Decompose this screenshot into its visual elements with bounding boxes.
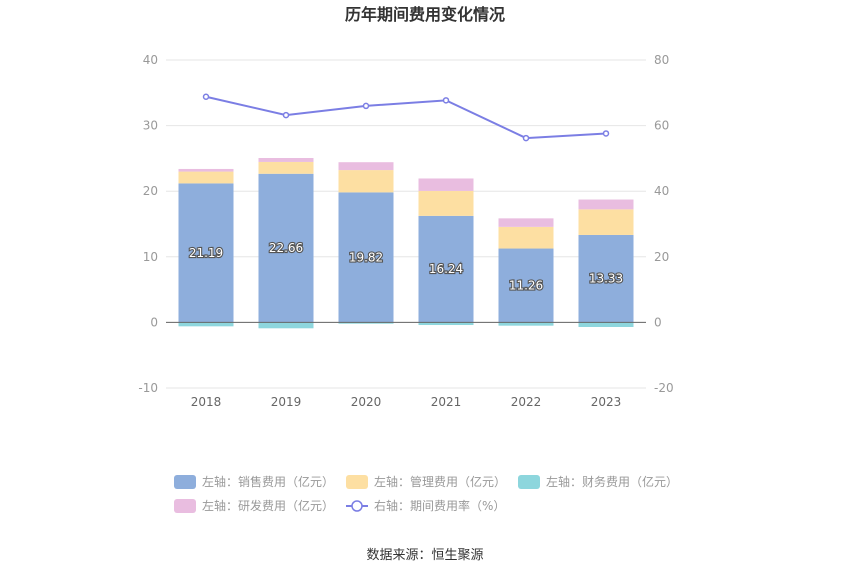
y-right-tick-label: 0 xyxy=(654,315,662,329)
legend[interactable]: 左轴：销售费用（亿元） 左轴：管理费用（亿元） 左轴：财务费用（亿元） 左轴：研发费用… xyxy=(174,474,678,513)
bar-segment xyxy=(498,226,554,249)
bar-segment xyxy=(498,322,554,326)
x-axis: 2018 2019 2020 2021 2022 2023 xyxy=(191,395,622,409)
grid xyxy=(166,59,646,389)
bar-segment xyxy=(418,215,474,323)
legend-swatch xyxy=(346,475,368,489)
bar-value-label: 22.66 xyxy=(269,241,303,255)
bar-segment xyxy=(498,248,554,323)
y-left-tick-label: -10 xyxy=(138,381,158,395)
y-right-tick-label: 40 xyxy=(654,184,669,198)
bar-segment xyxy=(578,234,634,323)
chart-title: 历年期间费用变化情况 xyxy=(345,5,505,24)
bar-value-label: 19.82 xyxy=(349,250,383,264)
legend-label: 左轴：研发费用（亿元） xyxy=(202,498,334,513)
bar-segment xyxy=(258,161,314,174)
legend-swatch xyxy=(518,475,540,489)
x-tick-label: 2023 xyxy=(591,395,622,409)
bar-segment xyxy=(338,322,394,324)
rate-line-path xyxy=(205,95,607,140)
x-tick-label: 2020 xyxy=(351,395,382,409)
legend-swatch xyxy=(174,475,196,489)
x-tick-label: 2022 xyxy=(511,395,542,409)
rate-line xyxy=(202,93,610,142)
bar-segment xyxy=(338,170,394,193)
legend-label: 右轴：期间费用率（%） xyxy=(374,498,505,513)
bar-segment xyxy=(418,190,474,216)
rate-point xyxy=(362,102,370,110)
bar-segment xyxy=(338,162,394,171)
rate-point xyxy=(202,93,210,100)
x-tick-label: 2018 xyxy=(191,395,222,409)
legend-circle-icon xyxy=(351,500,363,512)
y-right-tick-label: -20 xyxy=(654,381,674,395)
y-left-tick-label: 0 xyxy=(150,315,158,329)
y-left-tick-label: 30 xyxy=(143,119,158,133)
bar-segment xyxy=(178,322,234,327)
x-tick-label: 2021 xyxy=(431,395,462,409)
rate-point xyxy=(602,130,610,137)
legend-item[interactable]: 左轴：管理费用（亿元） xyxy=(346,474,506,489)
legend-label: 左轴：财务费用（亿元） xyxy=(546,474,678,489)
y-left-tick-label: 10 xyxy=(143,250,158,264)
bar-value-label: 16.24 xyxy=(429,262,463,276)
legend-swatch xyxy=(174,499,196,513)
y-right-tick-label: 80 xyxy=(654,53,669,67)
legend-item[interactable]: 右轴：期间费用率（%） xyxy=(346,498,505,513)
bar-segment xyxy=(578,322,634,327)
legend-label: 左轴：管理费用（亿元） xyxy=(374,474,506,489)
bar-segment xyxy=(418,322,474,326)
bar-value-label: 21.19 xyxy=(189,246,223,260)
bar-value-label: 11.26 xyxy=(509,278,543,292)
y-axis-right: -20 0 20 40 60 80 xyxy=(654,53,674,395)
bar-segment xyxy=(258,158,314,162)
y-right-tick-label: 20 xyxy=(654,250,669,264)
bar-segment xyxy=(178,183,234,323)
rate-point xyxy=(282,111,290,119)
rate-point xyxy=(442,97,450,104)
bar-value-label: 13.33 xyxy=(589,272,623,286)
bar-segment xyxy=(498,218,554,227)
y-left-tick-label: 40 xyxy=(143,53,158,67)
bar-segment xyxy=(178,168,234,172)
bar-segment xyxy=(578,209,634,235)
x-tick-label: 2019 xyxy=(271,395,302,409)
bar-labels: 21.19 22.66 19.82 16.24 11.26 13.33 xyxy=(188,240,625,294)
bar-segment xyxy=(338,192,394,323)
bar-segment xyxy=(578,199,634,210)
rate-point xyxy=(522,134,530,142)
legend-item[interactable]: 左轴：研发费用（亿元） xyxy=(174,498,334,513)
y-left-tick-label: 20 xyxy=(143,184,158,198)
bar-segment xyxy=(178,171,234,184)
bars xyxy=(178,158,634,329)
legend-item[interactable]: 左轴：财务费用（亿元） xyxy=(518,474,678,489)
legend-label: 左轴：销售费用（亿元） xyxy=(202,474,334,489)
source-note: 数据来源：恒生聚源 xyxy=(366,548,483,563)
y-right-tick-label: 60 xyxy=(654,119,669,133)
bar-segment xyxy=(258,322,314,329)
bar-segment xyxy=(258,173,314,323)
legend-item[interactable]: 左轴：销售费用（亿元） xyxy=(174,474,334,489)
bar-segment xyxy=(418,178,474,191)
y-axis-left: -10 0 10 20 30 40 xyxy=(138,53,158,395)
